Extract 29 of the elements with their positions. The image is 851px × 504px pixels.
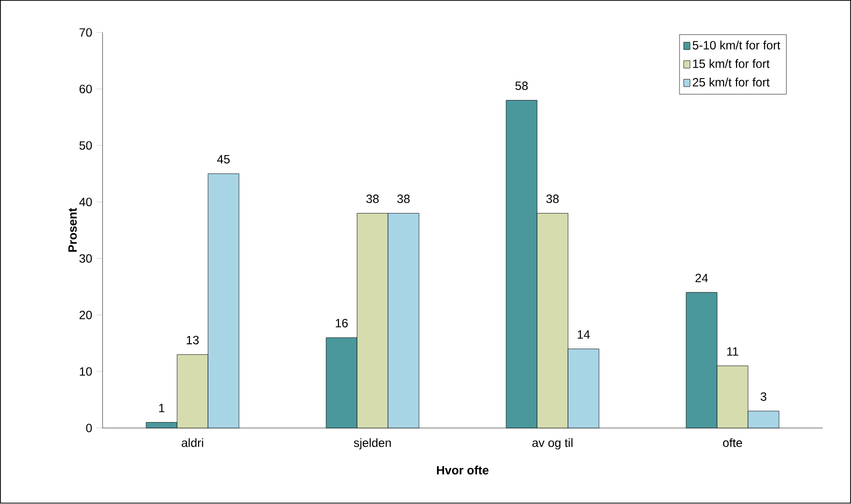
y-tick-label: 10 xyxy=(80,367,92,376)
x-axis-title: Hvor ofte xyxy=(436,466,488,475)
legend-label: 25 km/t for fort xyxy=(692,78,770,87)
y-axis-title: Prosent xyxy=(68,208,77,252)
data-label: 14 xyxy=(578,330,590,339)
data-label: 38 xyxy=(397,194,410,204)
y-tick-label: 30 xyxy=(79,254,92,263)
x-tick-label: aldri xyxy=(182,438,204,448)
data-label: 16 xyxy=(336,319,348,328)
data-label: 38 xyxy=(366,194,379,204)
y-tick-label: 20 xyxy=(80,310,92,320)
legend-label: 5-10 km/t for fort xyxy=(692,40,780,50)
data-label: 1 xyxy=(159,404,164,412)
y-tick-label: 70 xyxy=(80,28,92,37)
y-tick-label: 50 xyxy=(79,141,92,150)
data-label: 24 xyxy=(696,274,708,282)
x-tick-label: av og til xyxy=(532,438,572,450)
data-label: 11 xyxy=(727,348,738,356)
y-tick-label: 0 xyxy=(86,424,92,432)
x-tick-label: ofte xyxy=(723,438,742,448)
data-label: 38 xyxy=(546,194,559,204)
data-label: 58 xyxy=(515,82,528,90)
legend-label: 15 km/t for fort xyxy=(693,59,770,68)
y-tick-label: 60 xyxy=(80,84,92,94)
x-tick-label: sjelden xyxy=(354,438,391,450)
data-label: 3 xyxy=(760,392,766,402)
data-label: 45 xyxy=(217,155,230,164)
data-label: 13 xyxy=(186,336,199,345)
y-tick-label: 40 xyxy=(79,198,92,206)
